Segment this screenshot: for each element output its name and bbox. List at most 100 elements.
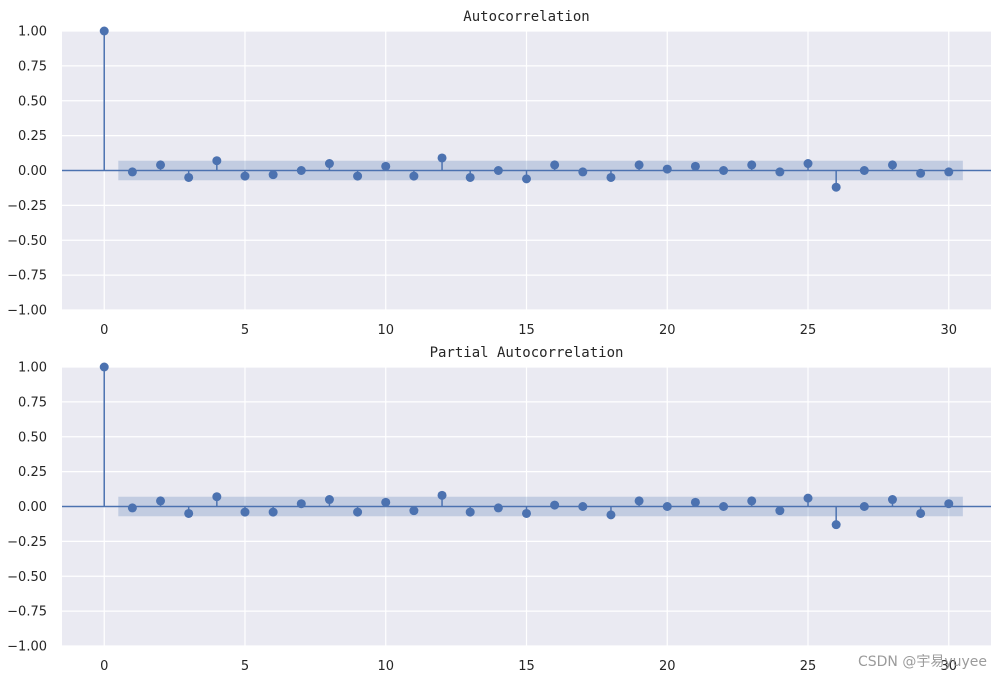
pacf-marker-lag-27	[859, 502, 869, 511]
acf-marker-lag-29	[916, 168, 926, 178]
acf-marker-lag-6	[268, 170, 278, 180]
pacf-y-tick-label: −0.75	[7, 605, 47, 620]
pacf-marker-lag-16	[550, 500, 560, 510]
pacf-x-tick-label: 10	[377, 659, 394, 674]
acf-y-tick-label: −0.25	[7, 199, 47, 214]
pacf-marker-lag-6	[268, 507, 278, 517]
pacf-marker-lag-18	[606, 510, 616, 520]
pacf-x-tick-label: 30	[940, 659, 957, 674]
acf-marker-lag-14	[493, 166, 503, 175]
acf-marker-lag-2	[156, 160, 166, 170]
acf-marker-lag-0	[99, 26, 109, 36]
acf-x-tick-label: 25	[800, 323, 817, 338]
acf-chart-title: Autocorrelation	[463, 9, 589, 25]
pacf-marker-lag-19	[634, 496, 644, 506]
acf-marker-lag-19	[634, 160, 644, 170]
acf-marker-lag-24	[775, 167, 785, 177]
pacf-marker-lag-17	[578, 502, 588, 511]
acf-marker-lag-22	[719, 166, 729, 175]
acf-marker-lag-15	[522, 174, 531, 184]
pacf-marker-lag-1	[127, 503, 137, 513]
acf-x-tick-label: 0	[100, 323, 108, 338]
pacf-marker-lag-3	[184, 508, 194, 518]
acf-marker-lag-11	[409, 171, 419, 181]
pacf-marker-lag-14	[493, 503, 503, 513]
pacf-marker-lag-29	[916, 508, 926, 518]
pacf-marker-lag-11	[409, 506, 419, 516]
acf-marker-lag-10	[381, 161, 391, 171]
acf-x-tick-label: 5	[241, 323, 249, 338]
pacf-marker-lag-24	[775, 506, 785, 516]
acf-y-tick-label: 0.00	[18, 164, 47, 179]
pacf-x-tick-label: 5	[241, 659, 249, 674]
acf-marker-lag-28	[887, 160, 897, 170]
acf-y-tick-label: 0.50	[18, 94, 47, 109]
pacf-x-tick-label: 25	[800, 659, 817, 674]
acf-y-tick-label: −0.50	[7, 234, 47, 249]
acf-y-tick-label: 0.25	[18, 129, 47, 144]
acf-marker-lag-30	[944, 167, 954, 177]
acf-marker-lag-16	[550, 160, 560, 170]
pacf-marker-lag-7	[296, 499, 306, 509]
pacf-y-tick-label: 0.50	[18, 430, 47, 445]
pacf-marker-lag-26	[831, 520, 841, 530]
acf-marker-lag-20	[662, 164, 672, 174]
acf-marker-lag-18	[606, 172, 616, 182]
pacf-marker-lag-13	[465, 507, 475, 517]
pacf-y-tick-label: −0.50	[7, 570, 47, 585]
pacf-marker-lag-5	[240, 507, 250, 517]
pacf-marker-lag-4	[212, 492, 222, 502]
acf-marker-lag-12	[437, 153, 447, 163]
acf-marker-lag-26	[831, 182, 841, 192]
pacf-marker-lag-28	[887, 495, 897, 505]
pacf-y-tick-label: 0.25	[18, 465, 47, 480]
acf-x-tick-label: 10	[377, 323, 394, 338]
pacf-y-tick-label: 0.75	[18, 395, 47, 410]
acf-marker-lag-13	[465, 172, 475, 182]
pacf-marker-lag-2	[156, 496, 166, 506]
acf-y-tick-label: −1.00	[7, 304, 47, 319]
pacf-marker-lag-9	[353, 507, 363, 517]
acf-marker-lag-27	[859, 166, 869, 175]
pacf-y-tick-label: 0.00	[18, 500, 47, 515]
pacf-chart-title: Partial Autocorrelation	[430, 345, 624, 361]
acf-marker-lag-1	[127, 167, 137, 177]
pacf-y-tick-label: 1.00	[18, 361, 47, 376]
acf-marker-lag-3	[184, 172, 194, 182]
acf-x-tick-label: 20	[659, 323, 676, 338]
acf-marker-lag-5	[240, 171, 250, 181]
acf-marker-lag-8	[324, 159, 334, 169]
pacf-marker-lag-8	[324, 495, 334, 505]
acf-marker-lag-25	[803, 159, 813, 169]
pacf-y-tick-label: −0.25	[7, 535, 47, 550]
pacf-x-tick-label: 0	[100, 659, 108, 674]
acf-marker-lag-4	[212, 156, 222, 166]
pacf-marker-lag-23	[747, 496, 757, 506]
acf-y-tick-label: 0.75	[18, 59, 47, 74]
pacf-y-tick-label: −1.00	[7, 640, 47, 655]
acf-marker-lag-9	[353, 171, 363, 181]
acf-marker-lag-21	[690, 161, 700, 171]
pacf-marker-lag-25	[803, 493, 813, 503]
acf-marker-lag-7	[296, 166, 306, 175]
pacf-x-tick-label: 20	[659, 659, 676, 674]
acf-marker-lag-17	[578, 167, 588, 177]
pacf-panel: 1.00 0.75 0.50 0.25 0.00 −0.25 −0.50 −0.75 −1.00…	[7, 345, 991, 674]
pacf-marker-lag-10	[381, 497, 391, 507]
pacf-x-tick-label: 15	[518, 659, 535, 674]
pacf-marker-lag-22	[719, 502, 729, 511]
acf-y-tick-label: 1.00	[18, 25, 47, 40]
pacf-marker-lag-20	[662, 502, 672, 511]
acf-marker-lag-23	[747, 160, 757, 170]
pacf-marker-lag-21	[690, 497, 700, 507]
pacf-marker-lag-12	[437, 490, 447, 500]
acf-y-tick-label: −0.75	[7, 269, 47, 284]
pacf-marker-lag-30	[944, 499, 954, 509]
pacf-marker-lag-0	[99, 362, 109, 372]
acf-panel: 1.00 0.75 0.50 0.25 0.00 −0.25 −0.50 −0.75 −1.00…	[7, 9, 991, 338]
pacf-marker-lag-15	[522, 508, 531, 518]
acf-x-tick-label: 15	[518, 323, 535, 338]
acf-x-tick-label: 30	[940, 323, 957, 338]
watermark-text: CSDN @宇易yuyee	[857, 654, 987, 670]
